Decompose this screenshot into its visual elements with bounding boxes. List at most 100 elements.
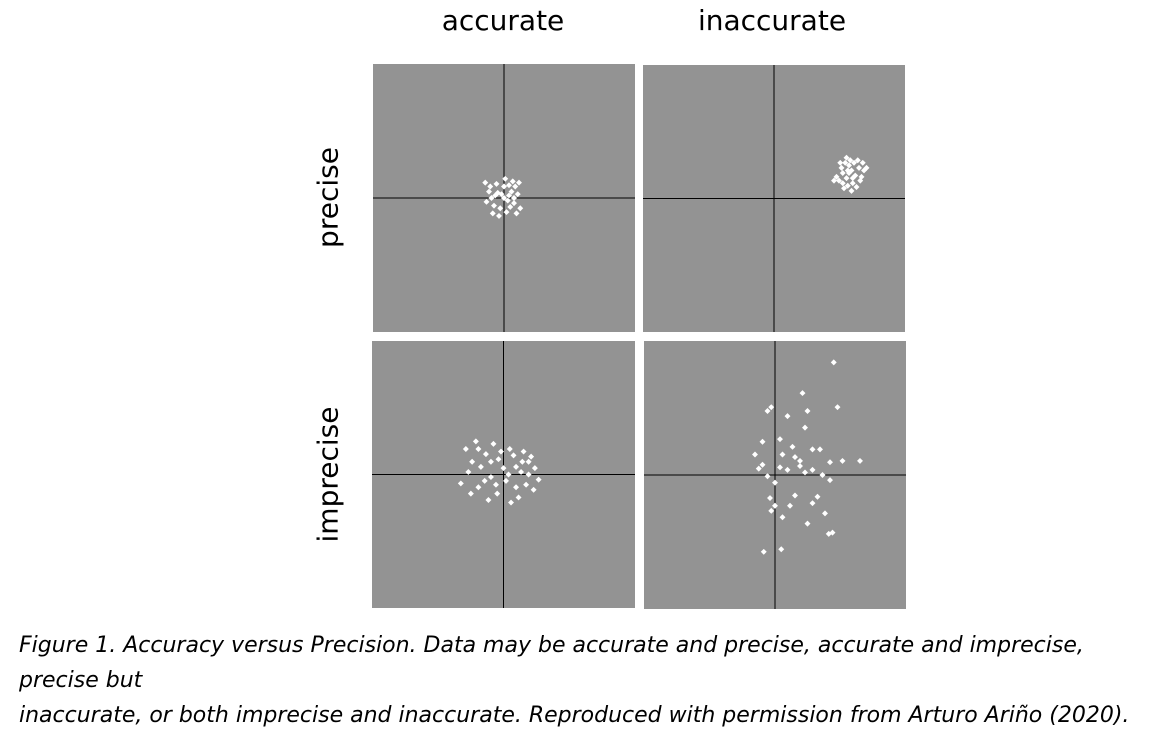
data-point-accurate-imprecise-0 (475, 446, 482, 452)
data-point-accurate-precise-7 (497, 205, 504, 212)
data-point-accurate-precise-10 (506, 182, 512, 189)
panel-inaccurate-precise (643, 65, 905, 332)
data-point-inaccurate-precise-4 (839, 170, 846, 176)
scatter-inaccurate-imprecise (644, 341, 906, 609)
caption-line-1: Figure 1. Accuracy versus Precision. Dat… (19, 633, 1084, 693)
data-point-inaccurate-imprecise-5 (784, 413, 791, 420)
data-point-accurate-precise-17 (501, 195, 507, 201)
data-point-inaccurate-imprecise-31 (814, 493, 821, 500)
data-point-inaccurate-precise-8 (849, 180, 856, 187)
data-point-inaccurate-imprecise-33 (787, 502, 793, 509)
data-point-inaccurate-imprecise-15 (792, 454, 798, 461)
caption-line-2: inaccurate, or both imprecise and inaccu… (19, 703, 1130, 728)
data-point-inaccurate-imprecise-16 (797, 457, 803, 464)
data-point-accurate-imprecise-15 (475, 484, 482, 491)
data-point-inaccurate-imprecise-42 (778, 546, 785, 553)
data-point-inaccurate-precise-6 (856, 164, 862, 171)
data-point-inaccurate-imprecise-44 (797, 463, 803, 470)
data-point-accurate-imprecise-7 (481, 477, 488, 484)
data-point-inaccurate-imprecise-29 (767, 495, 773, 502)
data-point-inaccurate-imprecise-3 (764, 408, 771, 414)
data-point-accurate-imprecise-31 (482, 451, 489, 458)
data-point-inaccurate-imprecise-9 (752, 451, 758, 458)
data-point-inaccurate-imprecise-17 (817, 446, 823, 453)
data-point-inaccurate-imprecise-32 (809, 500, 816, 507)
data-point-accurate-precise-15 (489, 210, 496, 217)
data-point-accurate-imprecise-1 (487, 458, 494, 465)
data-point-inaccurate-imprecise-7 (802, 424, 808, 431)
data-point-inaccurate-precise-28 (859, 159, 866, 166)
panel-accurate-imprecise (372, 341, 635, 608)
data-point-accurate-imprecise-8 (469, 458, 476, 465)
data-point-inaccurate-imprecise-24 (764, 473, 771, 480)
data-point-accurate-precise-20 (487, 183, 494, 190)
data-point-inaccurate-imprecise-35 (772, 502, 778, 509)
column-header-inaccurate: inaccurate (697, 4, 847, 37)
data-point-inaccurate-imprecise-19 (777, 464, 783, 471)
data-point-inaccurate-precise-22 (837, 159, 844, 166)
data-point-accurate-precise-25 (482, 179, 489, 186)
data-point-inaccurate-imprecise-38 (804, 520, 811, 527)
data-point-accurate-imprecise-12 (523, 481, 530, 488)
data-point-accurate-imprecise-30 (505, 471, 512, 478)
data-point-inaccurate-imprecise-4 (804, 408, 811, 414)
data-point-accurate-imprecise-26 (508, 499, 514, 506)
data-point-accurate-precise-29 (511, 195, 517, 201)
data-point-accurate-precise-6 (511, 200, 517, 207)
data-point-accurate-imprecise-37 (498, 448, 504, 455)
data-point-inaccurate-imprecise-11 (789, 443, 796, 450)
data-point-accurate-imprecise-35 (530, 486, 537, 493)
data-point-accurate-imprecise-5 (513, 484, 520, 491)
scatter-inaccurate-precise (643, 65, 905, 332)
data-point-accurate-precise-26 (502, 175, 509, 182)
data-point-accurate-precise-8 (514, 191, 521, 198)
data-point-accurate-precise-16 (517, 205, 524, 212)
data-point-inaccurate-imprecise-37 (779, 514, 786, 521)
data-point-accurate-imprecise-21 (477, 463, 484, 470)
data-point-accurate-precise-23 (513, 210, 520, 217)
data-point-accurate-precise-13 (483, 198, 490, 205)
data-point-accurate-imprecise-3 (519, 458, 526, 465)
data-point-inaccurate-imprecise-1 (799, 390, 806, 397)
data-point-inaccurate-imprecise-28 (839, 457, 846, 464)
data-point-inaccurate-imprecise-22 (809, 466, 816, 473)
data-point-accurate-imprecise-9 (506, 446, 513, 452)
data-point-inaccurate-precise-14 (838, 164, 845, 171)
data-point-accurate-imprecise-28 (525, 458, 532, 465)
data-point-accurate-imprecise-14 (510, 452, 517, 459)
data-point-accurate-imprecise-20 (503, 477, 509, 484)
data-point-inaccurate-imprecise-43 (755, 465, 762, 472)
data-point-accurate-imprecise-13 (485, 497, 492, 503)
data-point-accurate-precise-9 (486, 188, 492, 195)
data-point-accurate-imprecise-24 (535, 476, 542, 483)
data-point-accurate-precise-4 (491, 202, 497, 209)
data-point-accurate-imprecise-34 (457, 480, 464, 487)
column-header-accurate: accurate (441, 4, 565, 37)
data-point-accurate-precise-11 (493, 180, 500, 187)
data-point-accurate-imprecise-33 (493, 481, 499, 488)
data-point-inaccurate-imprecise-10 (777, 436, 783, 443)
data-point-accurate-precise-21 (509, 178, 516, 185)
data-point-accurate-imprecise-10 (462, 446, 469, 452)
scatter-accurate-precise (373, 64, 635, 332)
data-point-inaccurate-imprecise-6 (768, 404, 775, 411)
data-point-inaccurate-imprecise-14 (779, 451, 786, 458)
data-point-inaccurate-imprecise-13 (827, 459, 833, 466)
data-point-accurate-precise-22 (496, 212, 502, 219)
data-point-inaccurate-imprecise-41 (760, 548, 767, 555)
data-point-accurate-imprecise-22 (520, 448, 527, 455)
data-point-inaccurate-imprecise-23 (819, 472, 826, 478)
data-point-inaccurate-imprecise-18 (759, 461, 766, 468)
data-point-inaccurate-imprecise-26 (827, 477, 833, 484)
data-point-accurate-imprecise-29 (472, 438, 479, 445)
data-point-inaccurate-imprecise-27 (857, 457, 863, 464)
data-point-accurate-precise-24 (516, 179, 522, 186)
data-point-accurate-imprecise-11 (531, 465, 538, 472)
data-point-accurate-imprecise-18 (515, 494, 522, 501)
row-header-imprecise: imprecise (311, 406, 345, 543)
data-point-inaccurate-precise-21 (848, 187, 855, 194)
data-point-inaccurate-imprecise-8 (759, 438, 766, 445)
data-point-inaccurate-imprecise-25 (772, 479, 778, 486)
data-point-accurate-precise-28 (506, 192, 512, 199)
panel-accurate-precise (373, 64, 635, 332)
